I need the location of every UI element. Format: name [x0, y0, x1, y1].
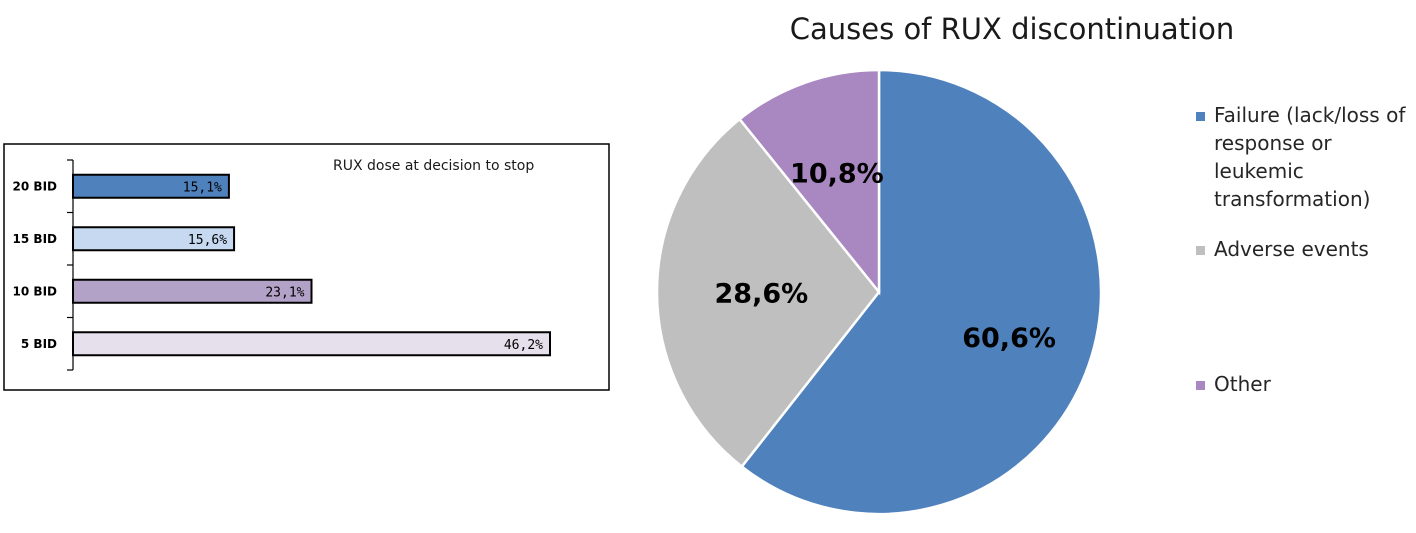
legend-label-adverse-events: Adverse events — [1214, 237, 1369, 261]
legend-item-other: Other — [1196, 370, 1411, 398]
pie-chart-title: Causes of RUX discontinuation — [789, 12, 1235, 46]
legend-item-failure: Failure (lack/loss of response or leukem… — [1196, 101, 1411, 213]
pie-slice-adverse-events — [655, 117, 881, 469]
bar-category-label-15-bid: 15 BID — [13, 232, 57, 246]
bar-category-label-5-bid: 5 BID — [21, 337, 57, 351]
pie-slice-other — [737, 68, 881, 296]
legend-swatch-other — [1196, 381, 1205, 390]
bar-data-label-5-bid: 46,2% — [504, 338, 543, 353]
pie-data-label-adverse-events: 28,6% — [715, 279, 809, 310]
legend-label-failure: Failure (lack/loss of response or leukem… — [1214, 103, 1406, 211]
pie-data-label-failure: 60,6% — [962, 323, 1056, 354]
bar-5-bid — [72, 331, 551, 357]
bar-20-bid — [72, 173, 230, 199]
legend-label-other: Other — [1214, 372, 1271, 396]
bar-data-label-15-bid: 15,6% — [188, 233, 227, 248]
bar-chart-title: RUX dose at decision to stop — [333, 158, 534, 174]
bar-10-bid — [72, 278, 313, 304]
pie-slice-failure — [740, 68, 1103, 516]
legend-item-adverse-events: Adverse events — [1196, 235, 1411, 263]
bar-category-label-10-bid: 10 BID — [13, 284, 57, 298]
bar-15-bid — [72, 226, 236, 252]
bar-data-label-20-bid: 15,1% — [183, 180, 222, 195]
bar-data-label-10-bid: 23,1% — [265, 285, 304, 300]
pie-data-label-other: 10,8% — [790, 159, 884, 190]
bar-category-label-20-bid: 20 BID — [13, 179, 57, 193]
legend-swatch-adverse-events — [1196, 246, 1205, 255]
legend-swatch-failure — [1196, 112, 1205, 121]
